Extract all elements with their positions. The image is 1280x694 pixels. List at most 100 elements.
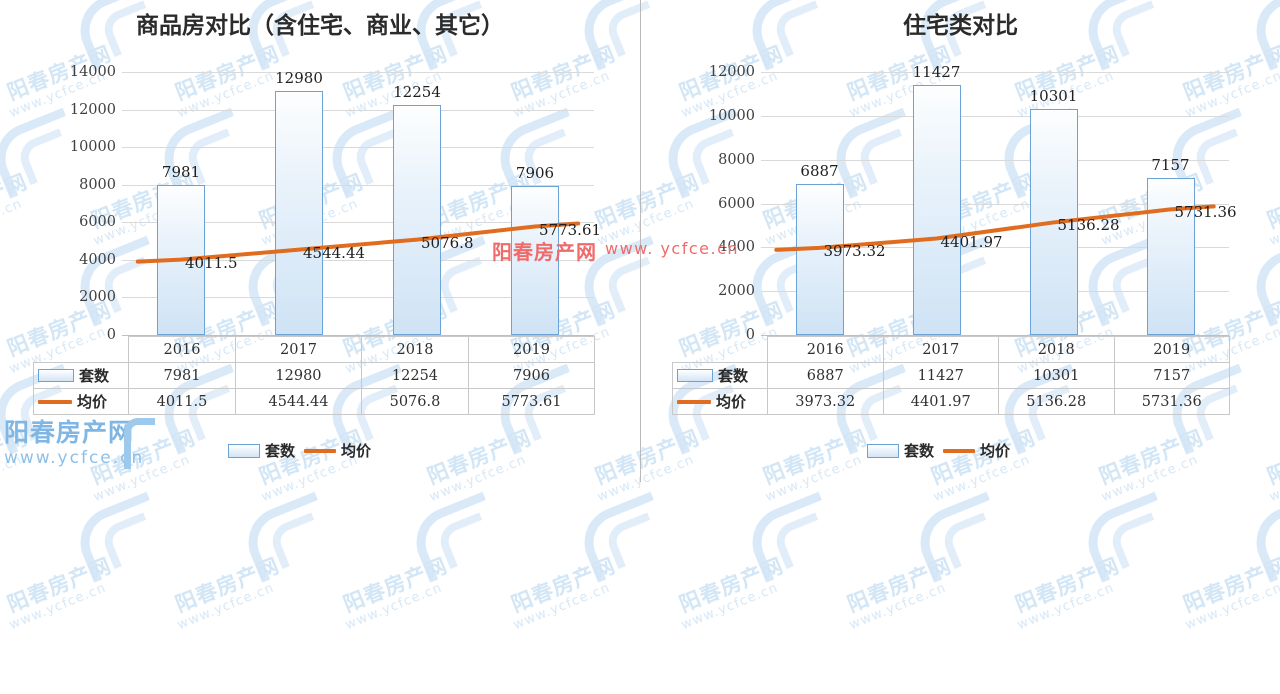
table-header-cell: 2017: [882, 336, 999, 363]
average-price-line: [774, 204, 1216, 252]
table-cell: 5731.36: [1113, 388, 1230, 415]
table-cell: 11427: [882, 362, 999, 389]
roof-inner-icon: [266, 512, 327, 570]
site-logo-brand: 阳春房产网: [4, 418, 135, 447]
page-title-commercial-housing: 商品房对比（含住宅、商业、其它）: [136, 12, 504, 39]
y-axis-tick-label: 6000: [79, 214, 116, 231]
data-table-residential-housing: 2016 2017 2018 2019 套数 6887 11427 10301 7157 均价 39…: [672, 336, 1230, 415]
y-axis-tick-label: 14000: [69, 64, 116, 80]
y-axis-tick-label: 0: [745, 327, 755, 343]
bar-value-label: 11427: [912, 62, 961, 81]
roof-inner-icon: [938, 512, 999, 570]
table-row: 套数 6887 11427 10301 7157: [672, 362, 1230, 389]
line-value-label: 3973.32: [823, 241, 886, 260]
watermark-brand: 阳春房产网: [843, 553, 955, 617]
bar-value-label: 7906: [515, 164, 555, 183]
table-cell: 5773.61: [467, 388, 596, 415]
site-logo-url: www.ycfce.cn: [4, 448, 145, 468]
line-value-label: 5773.61: [539, 220, 602, 239]
watermark-brand: 阳春房产网: [3, 553, 115, 617]
table-cell: 6887: [767, 362, 884, 389]
legend-item-label: 套数: [904, 442, 935, 460]
bar-2019[interactable]: [1146, 178, 1195, 335]
table-corner-cell: [673, 337, 768, 363]
page-title-residential-housing: 住宅类对比: [903, 12, 1018, 39]
table-series-key: 套数: [33, 362, 129, 389]
bar-swatch-icon: [228, 443, 260, 458]
roof-inner-icon: [434, 512, 495, 570]
bar-2019[interactable]: [511, 186, 559, 335]
watermark-url: www.ycfce.cn: [511, 580, 613, 633]
roof-inner-icon: [602, 512, 663, 570]
bar-value-label: 7157: [1151, 156, 1190, 175]
roof-inner-icon: [1106, 512, 1167, 570]
roof-icon: [909, 491, 1011, 583]
legend-item-units[interactable]: 套数: [228, 440, 295, 461]
line-value-label: 5076.8: [421, 233, 474, 252]
watermark-url: www.ycfce.cn: [679, 580, 781, 633]
y-axis-tick-label: 12000: [69, 101, 116, 118]
watermark-brand: 阳春房产网: [171, 553, 283, 617]
grid-line: [761, 159, 1229, 161]
y-axis-tick-label: 2000: [718, 283, 755, 300]
watermark-url: www.ycfce.cn: [1015, 580, 1117, 633]
table-header-cell: 2017: [234, 336, 362, 363]
legend-item-avg-price[interactable]: 均价: [943, 440, 1010, 461]
table-cell: 5076.8: [360, 388, 469, 415]
y-axis-tick-label: 8000: [718, 151, 755, 168]
roof-inner-icon: [1274, 512, 1280, 570]
y-axis-labels-residential-housing: 0 2000 4000 6000 8000 10000 12000: [691, 64, 755, 343]
line-value-label: 4011.5: [185, 253, 238, 272]
y-axis-tick-label: 6000: [718, 195, 755, 212]
bar-2018[interactable]: [393, 104, 441, 335]
site-logo: 阳春房产网 www.ycfce.cn: [4, 418, 155, 469]
bar-value-label: 7981: [161, 163, 201, 182]
watermark-url: www.ycfce.cn: [7, 580, 109, 633]
line-swatch-icon: [38, 399, 72, 404]
table-cell: 4401.97: [882, 388, 999, 415]
table-header-cell: 2018: [360, 336, 469, 363]
grid-line: [122, 184, 594, 186]
bar-2016[interactable]: [795, 184, 844, 335]
roof-icon: [741, 491, 843, 583]
legend-item-units[interactable]: 套数: [867, 440, 934, 461]
chart-panel-residential-housing: 住宅类对比 6887 11427 10301 7157 3973.32 4401.97 51…: [641, 0, 1280, 482]
table-row: 套数 7981 12980 12254 7906: [33, 362, 596, 389]
legend-item-avg-price[interactable]: 均价: [304, 440, 371, 461]
table-cell: 5136.28: [998, 388, 1115, 415]
table-header-cell: 2016: [767, 336, 884, 363]
grid-line: [122, 335, 594, 336]
plot-area-commercial-housing: 7981 12980 12254 7906 4011.5 4544.44 5076.8 577…: [122, 69, 601, 336]
average-price-line: [135, 221, 581, 264]
table-series-key: 均价: [33, 388, 129, 415]
panel-divider: [640, 0, 641, 482]
line-swatch-icon: [943, 448, 976, 453]
y-axis-tick-label: 4000: [79, 251, 116, 268]
grid-line: [761, 115, 1229, 117]
table-cell: 7981: [128, 362, 236, 389]
table-series-key: 套数: [672, 362, 768, 389]
y-axis-tick-label: 10000: [708, 107, 755, 124]
table-cell: 10301: [998, 362, 1115, 389]
table-header-cell: 2018: [998, 336, 1115, 363]
table-series-label: 套数: [718, 367, 749, 385]
watermark-brand: 阳春房产网: [675, 553, 787, 617]
table-cell: 7157: [1113, 362, 1230, 389]
y-axis-tick-label: 4000: [718, 239, 755, 256]
bar-2017[interactable]: [275, 91, 323, 335]
bar-2017[interactable]: [912, 84, 961, 335]
roof-icon: [573, 491, 675, 583]
table-cell: 12980: [234, 362, 362, 389]
roof-icon: [0, 491, 3, 583]
chart-legend-residential-housing: 套数 均价: [867, 440, 1010, 461]
watermark-url: www.ycfce.cn: [1183, 580, 1280, 633]
watermark-brand: 阳春房产网: [1179, 553, 1280, 617]
grid-line: [122, 259, 594, 261]
